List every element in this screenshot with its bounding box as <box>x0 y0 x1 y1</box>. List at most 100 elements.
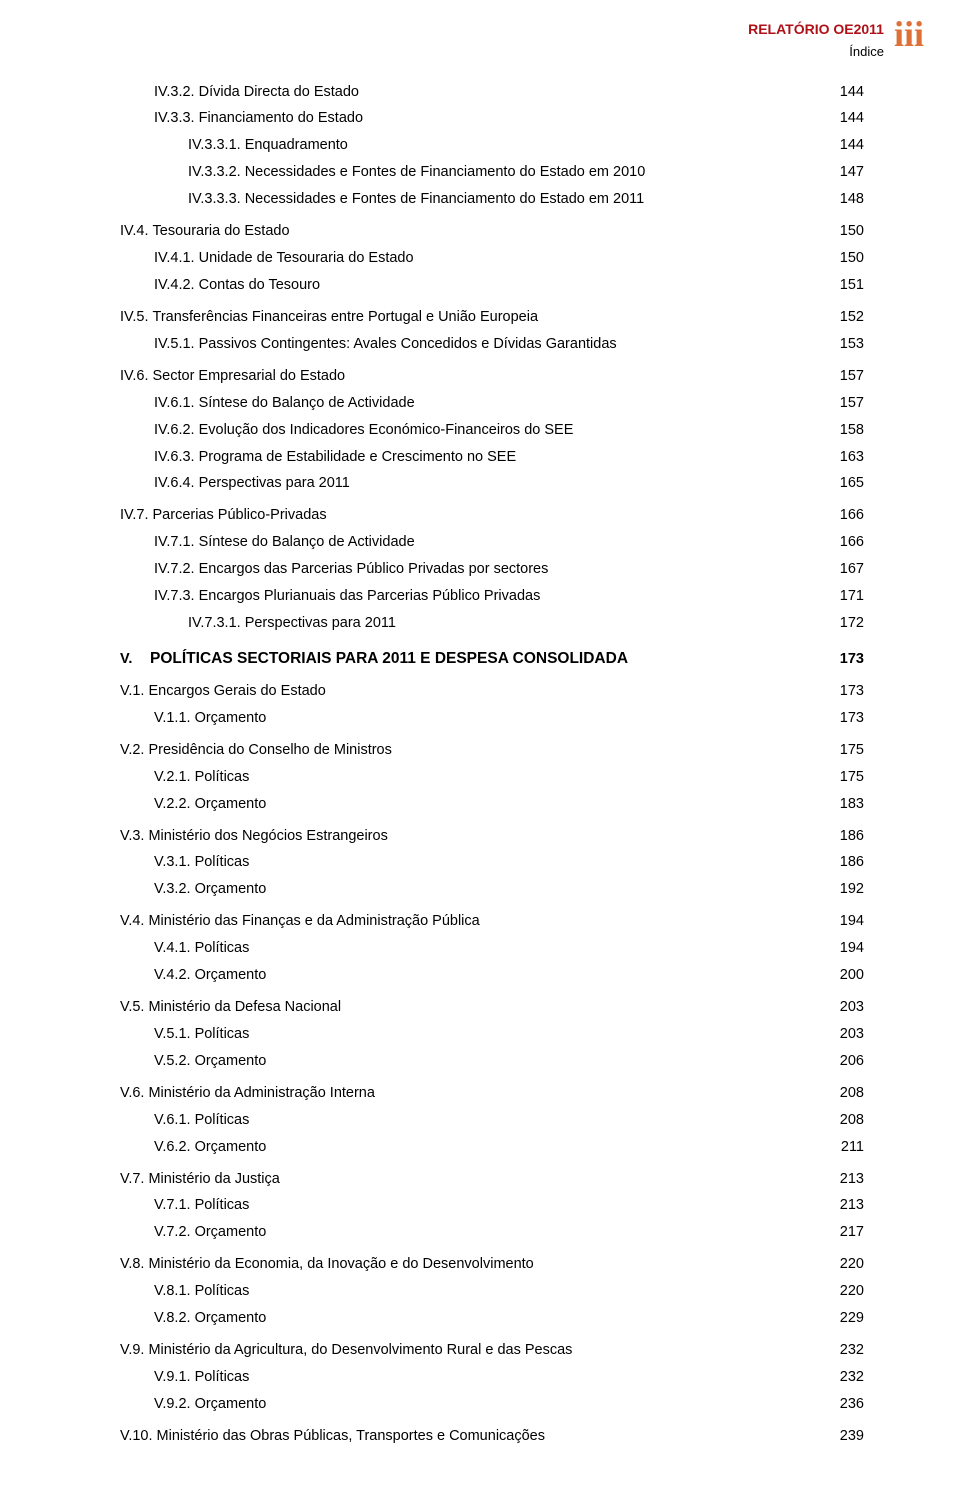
toc-entry-number: IV.4.2. <box>154 274 195 298</box>
toc-entry-page: 165 <box>840 472 864 496</box>
toc-entry: V.5.Ministério da Defesa Nacional 203 <box>120 996 864 1020</box>
toc-entry: V.5.2.Orçamento206 <box>120 1050 864 1074</box>
toc-entry-page: 200 <box>840 964 864 988</box>
toc-entry-page: 171 <box>840 585 864 609</box>
toc-entry-title: Ministério dos Negócios Estrangeiros <box>144 825 387 849</box>
toc-entry: V.7.2.Orçamento217 <box>120 1221 864 1245</box>
toc-entry-title: POLÍTICAS SECTORIAIS PARA 2011 E DESPESA… <box>146 646 628 672</box>
toc-entry: IV.6.1.Síntese do Balanço de Actividade1… <box>120 392 864 416</box>
toc-entry-title: Políticas <box>191 1366 250 1390</box>
toc-entry-number: V.3.2. <box>154 878 191 902</box>
toc-entry: IV.7.3.Encargos Plurianuais das Parceria… <box>120 585 864 609</box>
toc-entry: V.7.1.Políticas 213 <box>120 1194 864 1218</box>
toc-entry-page: 213 <box>840 1194 864 1218</box>
toc-entry: IV.7.3.1.Perspectivas para 2011172 <box>120 612 864 636</box>
toc-entry: IV.6.3.Programa de Estabilidade e Cresci… <box>120 446 864 470</box>
toc-entry-title: Perspectivas para 2011 <box>195 472 350 496</box>
toc-entry-title: Políticas <box>191 1194 250 1218</box>
toc-entry-page: 148 <box>840 188 864 212</box>
toc-entry-number: V.5. <box>120 996 144 1020</box>
toc-entry-number: IV.3.3. <box>154 107 195 131</box>
page-header: RELATÓRIO OE2011 Índice iii <box>0 0 960 71</box>
toc-entry-title: Orçamento <box>191 878 267 902</box>
toc-entry-number: V.8.2. <box>154 1307 191 1331</box>
toc-entry-title: Orçamento <box>191 1050 267 1074</box>
toc-entry-number: V.1.1. <box>154 707 191 731</box>
toc-entry-title: Ministério da Administração Interna <box>144 1082 374 1106</box>
toc-entry-number: V.2.2. <box>154 793 191 817</box>
toc-entry-title: Transferências Financeiras entre Portuga… <box>149 306 539 330</box>
toc-entry: IV.7.Parcerias Público-Privadas166 <box>120 504 864 528</box>
report-subtitle: Índice <box>748 41 884 62</box>
toc-entry-title: Ministério da Justiça <box>144 1168 279 1192</box>
toc-entry-page: 158 <box>840 419 864 443</box>
toc-entry-number: V.3. <box>120 825 144 849</box>
toc-entry-page: 211 <box>841 1136 864 1160</box>
toc-entry: V.3.2.Orçamento 192 <box>120 878 864 902</box>
toc-entry-page: 236 <box>840 1393 864 1417</box>
toc-entry-number: V.7.1. <box>154 1194 191 1218</box>
toc-entry-title: Evolução dos Indicadores Económico-Finan… <box>195 419 574 443</box>
toc-entry-number: V.9.1. <box>154 1366 191 1390</box>
toc-entry-page: 217 <box>840 1221 864 1245</box>
toc-entry-number: IV.3.3.3. <box>188 188 241 212</box>
toc-entry-number: IV.6. <box>120 365 149 389</box>
toc-entry-title: Programa de Estabilidade e Crescimento n… <box>195 446 517 470</box>
toc-entry-number: V.6.1. <box>154 1109 191 1133</box>
toc-entry-number: V.4. <box>120 910 144 934</box>
page-number-roman: iii <box>894 16 924 52</box>
toc-entry-page: 157 <box>840 392 864 416</box>
toc-entry-page: 194 <box>840 937 864 961</box>
toc-entry: V.1.1.Orçamento 173 <box>120 707 864 731</box>
toc-entry: IV.4.2.Contas do Tesouro151 <box>120 274 864 298</box>
toc-entry: V.8.Ministério da Economia, da Inovação … <box>120 1253 864 1277</box>
toc-entry-title: Unidade de Tesouraria do Estado <box>195 247 414 271</box>
toc-entry-title: Tesouraria do Estado <box>149 220 290 244</box>
toc-entry-page: 173 <box>840 707 864 731</box>
toc-entry: V.9.1.Políticas232 <box>120 1366 864 1390</box>
toc-entry: V.2.2.Orçamento183 <box>120 793 864 817</box>
toc-entry: V.4.2.Orçamento200 <box>120 964 864 988</box>
toc-entry-page: 203 <box>840 996 864 1020</box>
toc-entry-title: Ministério das Finanças e da Administraç… <box>144 910 479 934</box>
toc-entry: IV.4.1.Unidade de Tesouraria do Estado15… <box>120 247 864 271</box>
toc-entry: IV.5.1.Passivos Contingentes: Avales Con… <box>120 333 864 357</box>
toc-entry: IV.6.Sector Empresarial do Estado157 <box>120 365 864 389</box>
toc-entry-page: 186 <box>840 851 864 875</box>
toc-entry-number: V.2. <box>120 739 144 763</box>
toc-entry: IV.3.3.1.Enquadramento144 <box>120 134 864 158</box>
toc-entry: V.6.2.Orçamento211 <box>120 1136 864 1160</box>
toc-entry-number: IV.3.3.2. <box>188 161 241 185</box>
toc-entry-number: IV.5.1. <box>154 333 195 357</box>
toc-entry-title: Políticas <box>191 1109 250 1133</box>
toc-entry-number: IV.4.1. <box>154 247 195 271</box>
toc-entry-number: IV.6.1. <box>154 392 195 416</box>
toc-entry-title: Orçamento <box>191 1221 267 1245</box>
toc-entry-title: Necessidades e Fontes de Financiamento d… <box>241 161 646 185</box>
toc-entry-title: Enquadramento <box>241 134 348 158</box>
toc-entry: V.8.1.Políticas220 <box>120 1280 864 1304</box>
toc-entry-page: 144 <box>840 107 864 131</box>
toc-entry-page: 173 <box>840 648 864 672</box>
toc-entry-number: V.8.1. <box>154 1280 191 1304</box>
toc-entry-title: Orçamento <box>191 707 267 731</box>
toc-entry: V.2.Presidência do Conselho de Ministros… <box>120 739 864 763</box>
toc-entry-title: Políticas <box>191 851 250 875</box>
toc-entry-title: Políticas <box>191 1023 250 1047</box>
toc-entry-number: V.4.2. <box>154 964 191 988</box>
toc-entry-page: 144 <box>840 134 864 158</box>
toc-entry-title: Encargos Gerais do Estado <box>144 680 325 704</box>
toc-entry-number: V.1. <box>120 680 144 704</box>
toc-entry-title: Políticas <box>191 1280 250 1304</box>
toc-entry-title: Ministério da Defesa Nacional <box>144 996 341 1020</box>
toc-entry-number: IV.3.2. <box>154 81 195 105</box>
toc-entry: V.9.2.Orçamento236 <box>120 1393 864 1417</box>
toc-entry: IV.6.4.Perspectivas para 2011 165 <box>120 472 864 496</box>
toc-entry-page: 144 <box>840 81 864 105</box>
toc-entry-page: 192 <box>840 878 864 902</box>
toc-entry-title: Orçamento <box>191 1307 267 1331</box>
toc-entry: V.POLÍTICAS SECTORIAIS PARA 2011 E DESPE… <box>120 646 864 672</box>
toc-entry: V.6.1.Políticas208 <box>120 1109 864 1133</box>
toc-entry-number: IV.6.4. <box>154 472 195 496</box>
toc-entry: V.1.Encargos Gerais do Estado173 <box>120 680 864 704</box>
